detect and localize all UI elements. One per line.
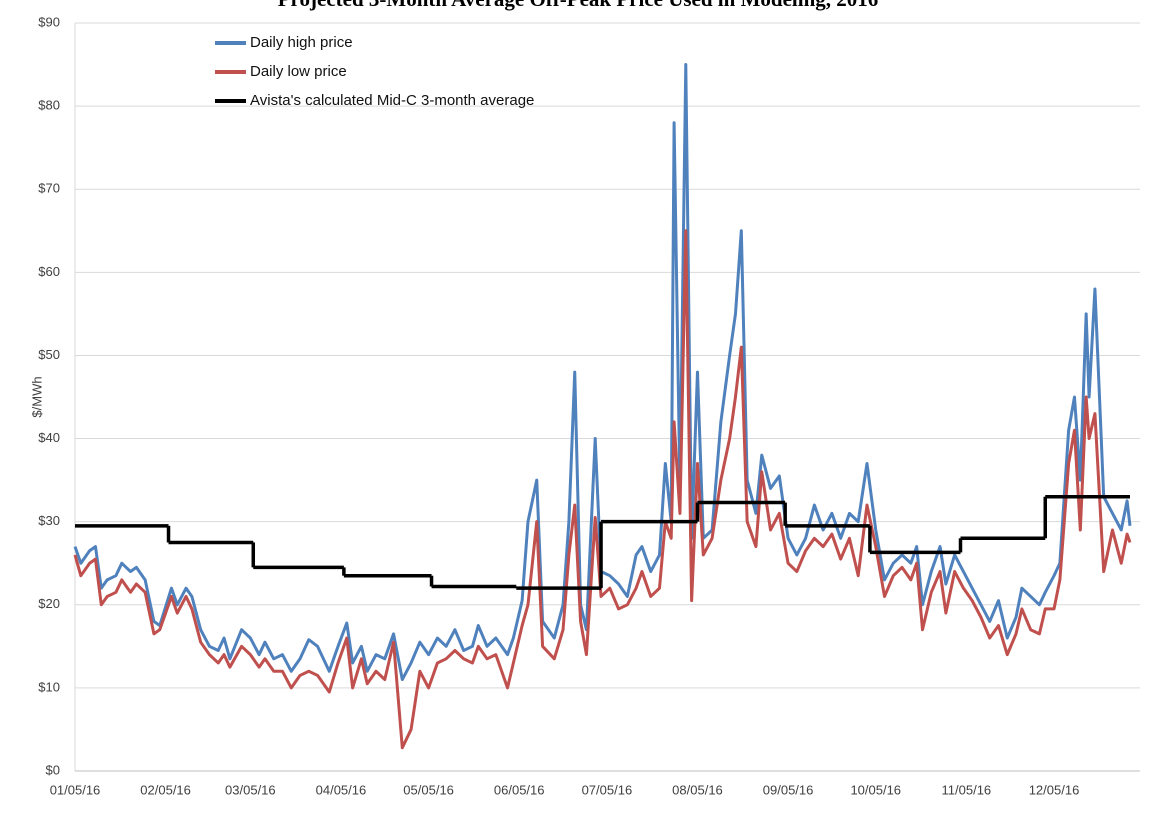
price-line xyxy=(73,63,1132,682)
y-tick-label: $10 xyxy=(38,679,60,694)
x-tick-label: 08/05/16 xyxy=(672,782,723,797)
y-tick-label: $40 xyxy=(38,430,60,445)
y-tick-label: $60 xyxy=(38,264,60,279)
x-tick-label: 11/05/16 xyxy=(942,782,992,797)
x-tick-label: 03/05/16 xyxy=(225,782,276,797)
y-tick-label: $20 xyxy=(38,596,60,611)
legend-label: Daily low price xyxy=(250,63,347,80)
y-tick-label: $90 xyxy=(38,14,60,29)
price-line xyxy=(73,229,1132,750)
x-tick-label: 01/05/16 xyxy=(50,782,101,797)
y-tick-label: $50 xyxy=(38,347,60,362)
x-tick-label: 12/05/16 xyxy=(1029,782,1080,797)
legend-label: Avista's calculated Mid-C 3-month averag… xyxy=(250,92,534,109)
x-tick-label: 10/05/16 xyxy=(850,782,901,797)
x-tick-label: 02/05/16 xyxy=(140,782,191,797)
y-tick-label: $30 xyxy=(38,513,60,528)
x-tick-label: 06/05/16 xyxy=(494,782,545,797)
y-tick-label: $80 xyxy=(38,98,60,113)
x-tick-label: 05/05/16 xyxy=(403,782,454,797)
chart-title: Projected 3-Month Average Off-Peak Price… xyxy=(278,0,879,11)
x-tick-label: 09/05/16 xyxy=(763,782,814,797)
y-axis-title: $/MWh xyxy=(29,376,44,417)
y-tick-label: $70 xyxy=(38,181,60,196)
legend-label: Daily high price xyxy=(250,34,353,51)
x-tick-label: 04/05/16 xyxy=(316,782,367,797)
x-tick-label: 07/05/16 xyxy=(582,782,633,797)
y-tick-label: $0 xyxy=(46,762,60,777)
